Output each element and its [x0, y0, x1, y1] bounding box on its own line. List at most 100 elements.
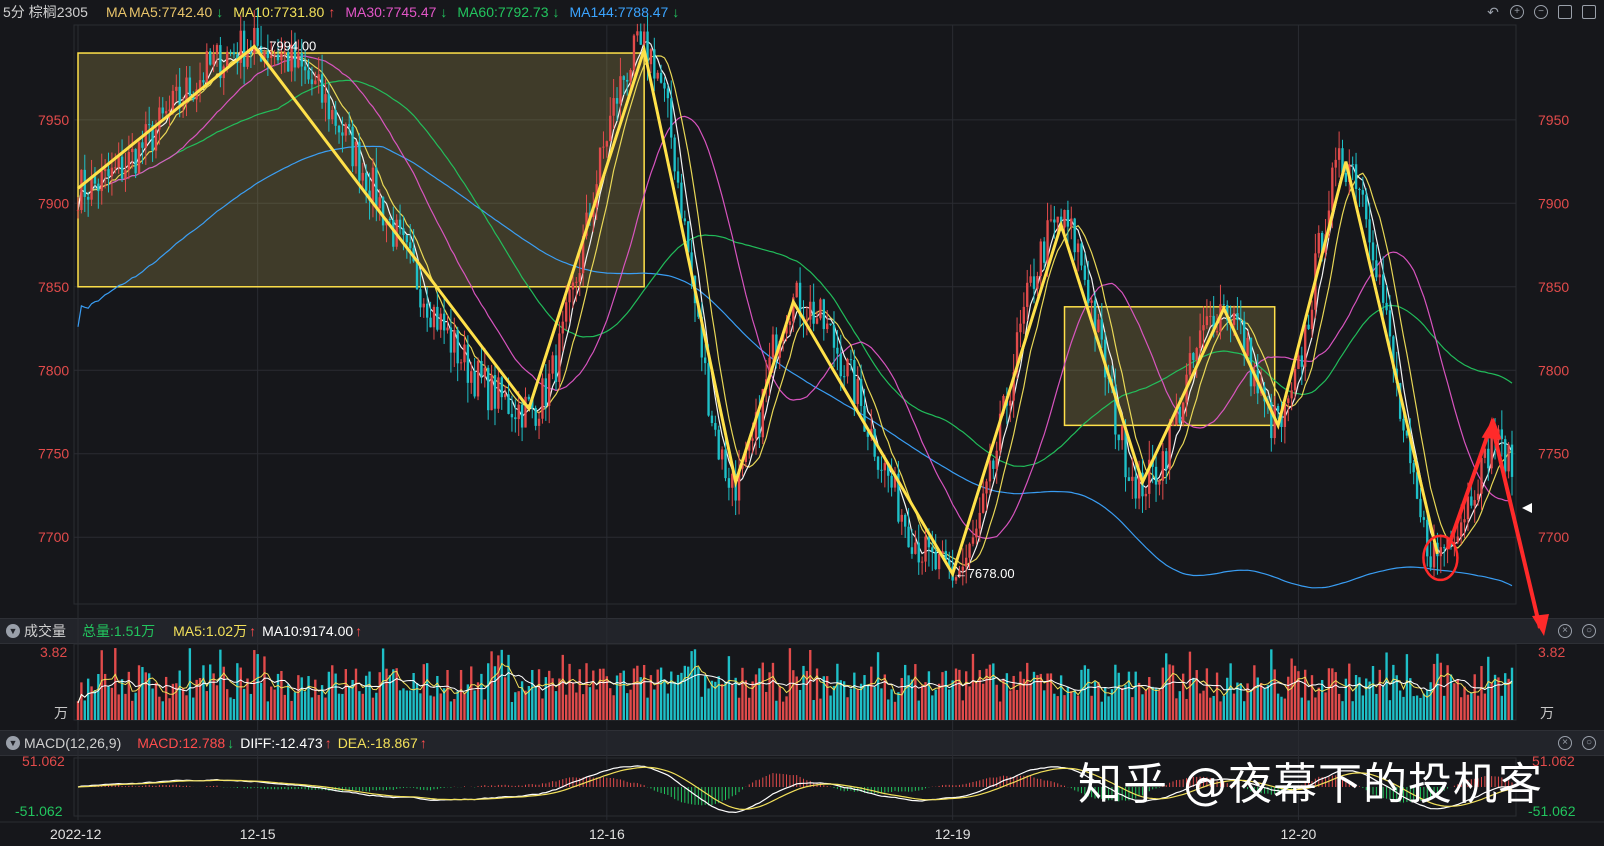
volume-bar — [1154, 688, 1158, 720]
candle-body — [581, 235, 585, 274]
volume-bar — [256, 654, 259, 720]
candle-body — [1205, 316, 1209, 326]
candle-body — [188, 77, 192, 96]
volume-bar — [1415, 695, 1419, 720]
candle-body — [1212, 315, 1215, 333]
volume-bar — [1463, 686, 1466, 720]
volume-bar — [876, 652, 880, 720]
volume-bar — [826, 676, 829, 720]
range-boxes — [77, 52, 1276, 427]
candle-body — [1459, 522, 1463, 537]
candle-body — [1015, 332, 1019, 373]
volume-bar — [480, 673, 483, 720]
volume-bar — [337, 693, 341, 720]
settings-icon[interactable] — [1582, 5, 1596, 19]
candle-body — [439, 313, 442, 330]
candle-body — [1171, 424, 1175, 426]
volume-bar — [141, 667, 144, 720]
candle-body — [287, 52, 290, 72]
volume-bar — [575, 692, 578, 720]
candle-body — [748, 440, 751, 451]
candle-body — [968, 543, 971, 558]
volume-bar — [1368, 681, 1371, 720]
volume-bar — [920, 685, 924, 720]
volume-bar — [470, 666, 473, 720]
volume-bar — [1365, 678, 1368, 720]
candle-body — [1470, 496, 1473, 506]
volume-bar — [568, 663, 571, 720]
volume-bar — [259, 683, 263, 720]
volume-bar — [1012, 675, 1015, 720]
candle-body — [893, 473, 897, 488]
volume-bar — [439, 693, 442, 720]
volume-bar — [1259, 682, 1263, 720]
candle-body — [520, 404, 524, 428]
candle-body — [673, 137, 676, 172]
candle-body — [388, 218, 392, 220]
window-icon[interactable] — [1558, 5, 1572, 19]
collapse-volume-icon[interactable]: ▼ — [6, 624, 20, 638]
candle-body — [1432, 542, 1436, 568]
zoom-out-icon[interactable]: − — [1534, 5, 1548, 19]
candle-body — [1446, 538, 1449, 548]
volume-bar — [751, 681, 754, 720]
volume-bar — [961, 700, 964, 720]
symbol-label[interactable]: 棕榈2305 — [28, 4, 88, 20]
candle-body — [775, 334, 778, 358]
candle-body — [402, 228, 405, 236]
close-macd-icon[interactable]: × — [1558, 736, 1572, 750]
ma-indicator-arrow-1: ↑ — [328, 4, 336, 20]
volume-bar — [1276, 693, 1280, 720]
collapse-macd-icon[interactable]: ▼ — [6, 736, 20, 750]
candle-body — [93, 176, 97, 184]
candle-body — [97, 183, 100, 192]
volume-bar — [1354, 674, 1358, 720]
volume-bar — [1392, 664, 1395, 720]
candle-body — [493, 375, 497, 409]
candle-body — [1361, 190, 1365, 195]
volume-bar — [1327, 668, 1331, 720]
volume-bar — [551, 678, 554, 720]
volume-bar — [117, 694, 120, 720]
candle-body — [1137, 472, 1141, 499]
volume-bar — [307, 676, 310, 720]
volume-bar — [937, 683, 941, 720]
candle-body — [836, 347, 839, 354]
macd-settings-icon[interactable]: ○ — [1582, 736, 1596, 750]
candle-body — [829, 323, 832, 326]
candle-body — [503, 394, 507, 398]
candle-body — [412, 248, 415, 262]
volume-bar — [1042, 690, 1046, 720]
volume-bar — [192, 697, 195, 720]
candle-body — [1249, 337, 1253, 387]
zoom-in-icon[interactable]: + — [1510, 5, 1524, 19]
candle-body — [1032, 276, 1036, 289]
close-volume-icon[interactable]: × — [1558, 624, 1572, 638]
candle-body — [1080, 243, 1083, 266]
candle-body — [1263, 386, 1266, 402]
volume-bar — [1283, 698, 1287, 720]
candle-body — [724, 449, 727, 479]
volume-settings-icon[interactable]: ○ — [1582, 624, 1596, 638]
volume-bar — [564, 694, 568, 720]
volume-bar — [958, 669, 961, 720]
volume-bar — [415, 682, 419, 720]
candle-body — [1009, 400, 1012, 406]
candle-body — [703, 357, 707, 364]
volume-bar — [1280, 696, 1283, 720]
undo-icon[interactable]: ↶ — [1487, 4, 1499, 20]
candle-body — [449, 327, 453, 353]
candle-body — [527, 396, 531, 400]
candle-body — [910, 547, 914, 554]
period-label[interactable]: 5分 — [3, 4, 25, 20]
volume-bar — [171, 683, 175, 720]
volume-bar — [1290, 658, 1293, 720]
volume-bar — [910, 679, 914, 720]
volume-bar — [534, 686, 537, 720]
candle-body — [571, 282, 575, 290]
candle-body — [761, 388, 764, 438]
candle-body — [80, 169, 83, 210]
candle-body — [656, 72, 659, 79]
volume-bar — [900, 677, 903, 720]
